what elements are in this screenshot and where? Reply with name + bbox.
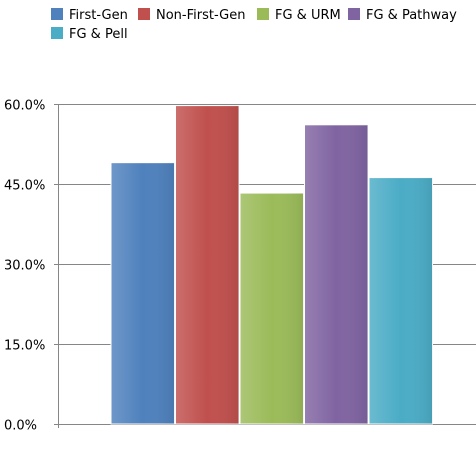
bar-fg-and-pathway: [304, 124, 369, 425]
bar-sheen: [369, 177, 433, 424]
bar-sheen: [240, 193, 304, 424]
y-tick-label: 30.0%: [4, 259, 45, 274]
legend-label: FG & Pell: [69, 27, 128, 42]
legend-swatch: [257, 8, 269, 20]
y-tick-label: 60.0%: [4, 99, 45, 114]
legend-label: First-Gen: [69, 8, 128, 23]
legend-item-fg-and-urm: FG & URM: [257, 8, 341, 23]
bars: [110, 105, 433, 425]
legend-label: FG & Pathway: [366, 8, 457, 23]
legend: First-Gen Non-First-Gen FG & URM FG & Pathw…: [51, 8, 457, 42]
bar-fg-and-urm: [239, 192, 304, 425]
legend-swatch: [51, 8, 63, 20]
legend-item-fg-and-pell: FG & Pell: [51, 27, 128, 42]
legend-swatch: [51, 27, 63, 39]
legend-swatch: [348, 8, 360, 20]
legend-label: FG & URM: [275, 8, 341, 23]
legend-swatch: [138, 8, 150, 20]
bar-first-gen: [110, 162, 175, 425]
legend-item-non-first-gen: Non-First-Gen: [138, 8, 245, 23]
bar-non-first-gen: [175, 105, 240, 425]
bar-sheen: [111, 162, 175, 424]
legend-item-fg-and-pathway: FG & Pathway: [348, 8, 457, 23]
legend-label: Non-First-Gen: [156, 8, 245, 23]
y-tick-label: 0.0%: [4, 419, 37, 434]
legend-item-first-gen: First-Gen: [51, 8, 128, 23]
bar-sheen: [304, 124, 368, 425]
y-tick-label: 15.0%: [4, 339, 45, 354]
y-axis: 0.0% 15.0% 30.0% 45.0% 60.0%: [4, 99, 59, 434]
y-tick-label: 45.0%: [4, 179, 45, 194]
bar-fg-and-pell: [368, 177, 433, 425]
bar-sheen: [175, 105, 239, 424]
